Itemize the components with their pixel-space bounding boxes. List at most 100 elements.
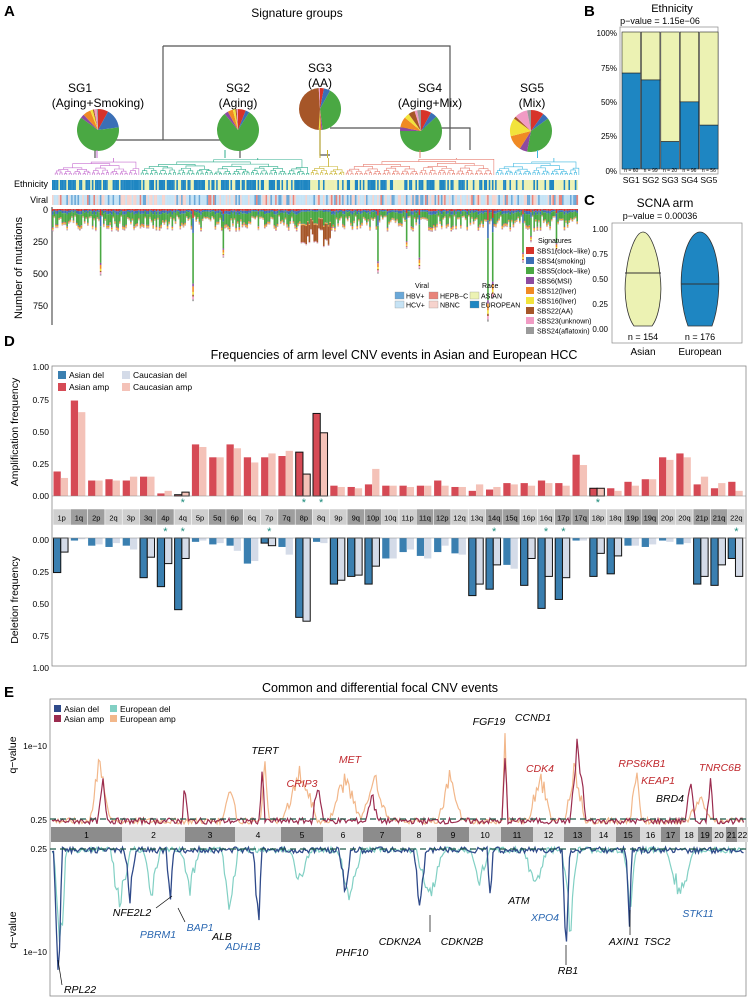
mutation-bar-seg [248,209,250,211]
mutation-bar-seg [294,227,296,229]
viral-cell [131,195,134,205]
mutation-bar-seg [283,222,285,224]
mutation-bar-seg [59,211,62,218]
mutation-bar-seg [205,217,207,219]
mutation-bar-seg [480,221,483,223]
eth-bar-category: SG5 [700,175,717,185]
mutation-bar-seg [504,223,507,224]
dendro-branch [546,172,550,175]
chromosome-label: 19 [700,830,710,840]
amp-tick-75: 0.75 [32,395,49,405]
amp-bar-asian [70,400,79,496]
eth-bar-asian [621,31,641,74]
mutation-bar-seg [322,225,325,227]
mutation-bar-seg [219,218,221,219]
ethnicity-cell [335,180,338,190]
mutation-bar-seg [574,209,577,212]
dendro-branch [177,173,181,175]
mutation-bar-seg [359,225,362,227]
pie-sg5-slice [515,110,531,131]
mutation-bar-seg [552,209,555,212]
mutation-bar-seg [431,227,433,229]
panel-c-frame [611,222,743,344]
mutation-bar-seg [286,224,288,226]
mutation-bar-seg [547,210,550,214]
dendro-branch [442,172,446,175]
viral-cell [184,195,186,205]
mutation-bar-seg [146,214,148,225]
viral-cell [66,195,69,205]
mutation-bar-seg [99,226,102,263]
ethnicity-cell [453,180,456,190]
mutation-bar-seg [378,212,381,221]
mutation-bar-seg [432,226,435,227]
mutation-bar-seg [563,209,566,212]
mutation-bar-seg [493,223,496,225]
mutation-bar-seg [289,221,292,223]
mutation-bar-seg [147,226,150,228]
dendro-branch [64,173,68,175]
b-ytick-75: 75% [601,64,617,73]
chromosome-cell [235,827,281,842]
mutation-bar-seg [107,225,110,228]
viral-cell [311,195,314,205]
mutation-bar-seg [517,209,520,210]
mutation-bar-seg [466,211,469,215]
amp-bar-caucasian [493,486,501,496]
mutation-bar-seg [455,211,457,215]
dendro-branch [532,172,536,175]
mutation-bar-seg [99,264,102,269]
mutation-bar-seg [138,211,140,219]
mutation-bar-seg [447,210,449,214]
ethnicity-cell [248,180,250,190]
b-ytick-0: 0% [605,167,617,176]
dendro-branch [392,173,395,175]
del-bar-caucasian [424,538,432,559]
viral-cell [456,195,459,205]
mutation-bar-seg [157,210,159,212]
del-bar-caucasian [199,538,207,541]
arm-strip: 1p 1q 2p 2q 3p 3q 4p*4q**5p 5q 6p 6q 7p*7q 8p*8q*9p… [52,497,746,538]
del-bar-asian [641,538,649,547]
mutation-bar-seg [488,210,491,213]
arm-label: 14q [488,514,501,523]
mutation-bar-seg [56,226,59,227]
mutation-bar-seg [238,211,241,215]
dendro-branch [387,172,391,175]
del-bar-asian [88,538,96,546]
mutation-bar-seg [141,225,143,226]
ethnicity-cell [568,180,571,190]
ethnicity-cell [389,180,392,190]
mutation-bar-seg [79,227,81,229]
c-group-european: European [678,347,721,358]
mutation-bar-seg [146,226,148,228]
mutation-bar-seg [171,229,174,230]
del-bar-asian [589,537,598,577]
mutation-bar-seg [356,214,359,226]
del-bar-caucasian [683,538,691,544]
mutation-bar-seg [343,225,346,228]
arm-label: 22q [730,514,743,523]
mutation-bar-seg [99,215,102,227]
ethnicity-cell [259,180,261,190]
viral-cell [263,195,266,205]
viral-cell [362,195,365,205]
viral-cell [198,195,201,205]
mutation-bar-seg [461,216,464,217]
ethnicity-cell [161,180,164,190]
viral-cell [109,195,112,205]
viral-cell [74,195,77,205]
mutation-bar-seg [373,210,376,212]
viral-cell [421,195,424,205]
viral-cell [259,195,261,205]
mutation-bar-seg [318,210,320,218]
viral-cell [542,195,545,205]
mutation-bar-seg [412,214,414,228]
mutation-bar-seg [340,216,343,218]
eth-bar-category: SG3 [662,175,679,185]
ethnicity-cell [208,180,210,190]
dendro-branch [114,168,125,172]
mutation-bar-seg [128,209,131,211]
mutation-bar-seg [525,225,527,227]
dendro-branch [301,173,305,175]
